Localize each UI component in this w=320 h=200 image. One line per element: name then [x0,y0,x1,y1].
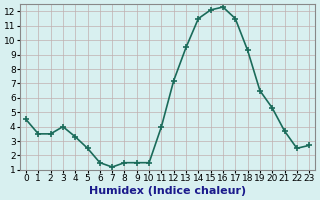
X-axis label: Humidex (Indice chaleur): Humidex (Indice chaleur) [89,186,246,196]
